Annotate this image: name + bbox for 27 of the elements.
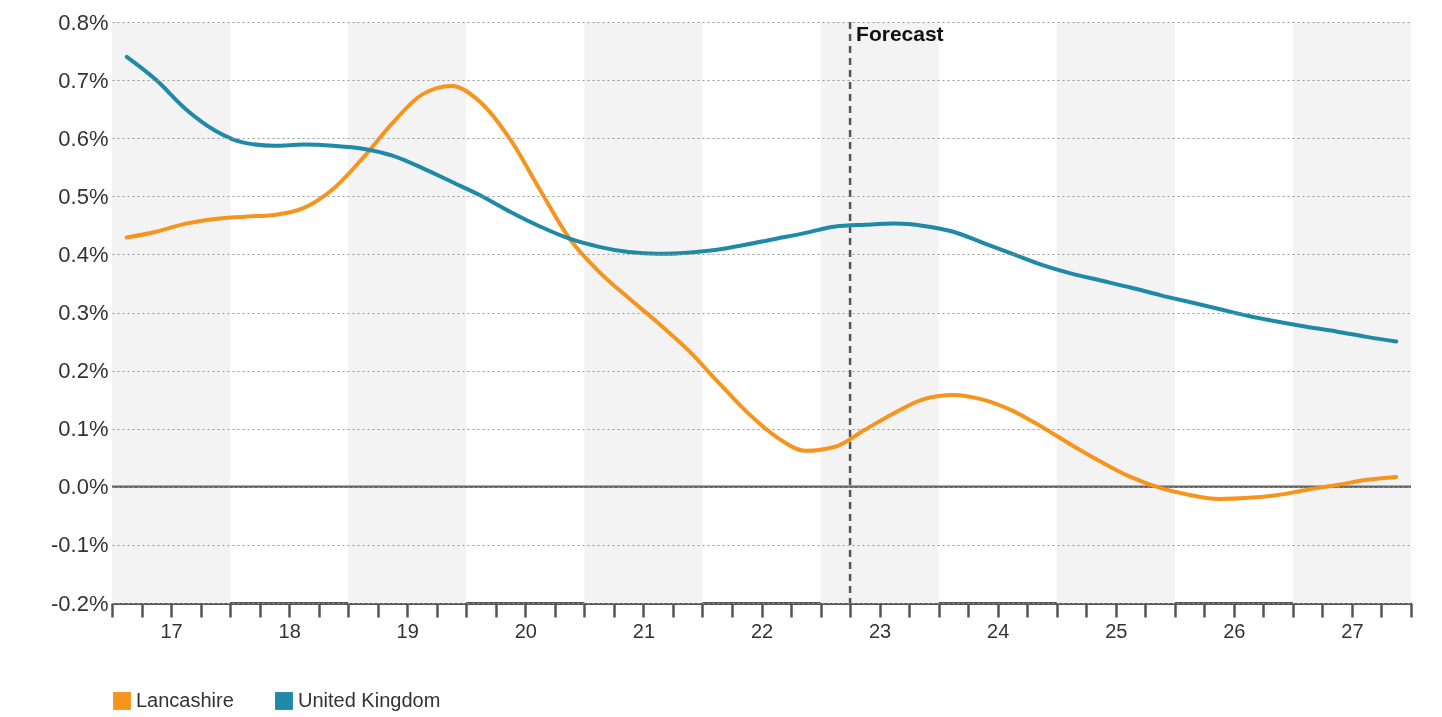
x-tick-label: 17	[160, 619, 183, 642]
line-series	[124, 83, 1399, 501]
legend-label: United Kingdom	[298, 689, 441, 711]
x-tick-label: 27	[1341, 619, 1364, 642]
y-tick-label: 0.7%	[58, 67, 109, 93]
y-tick-label: 0.5%	[58, 183, 109, 209]
x-tick-label: 26	[1223, 619, 1246, 642]
x-tick-label: 23	[868, 619, 892, 642]
x-tick-label: 20	[514, 619, 537, 642]
y-tick-label: 0.4%	[58, 241, 109, 267]
y-tick-label: 0.0%	[58, 474, 109, 500]
y-tick-label: 0.1%	[58, 416, 109, 442]
y-tick-label: 0.8%	[58, 9, 109, 35]
y-tick-label: 0.6%	[58, 125, 109, 151]
y-tick-label: 0.3%	[58, 300, 109, 325]
line-series	[124, 54, 1399, 344]
x-tick-label: 25	[1105, 619, 1128, 642]
x-tick-label: 24	[987, 619, 1010, 642]
x-tick-label: 21	[632, 619, 656, 642]
x-tick-label: 18	[278, 619, 301, 642]
y-tick-label: 0.2%	[58, 358, 109, 384]
ref-line-label: Forecast	[856, 22, 944, 45]
legend-label: Lancashire	[136, 689, 234, 711]
y-tick-label: -0.1%	[51, 532, 109, 558]
x-tick-label: 22	[750, 619, 774, 642]
y-tick-label: -0.2%	[51, 590, 109, 616]
x-tick-label: 19	[396, 619, 419, 642]
